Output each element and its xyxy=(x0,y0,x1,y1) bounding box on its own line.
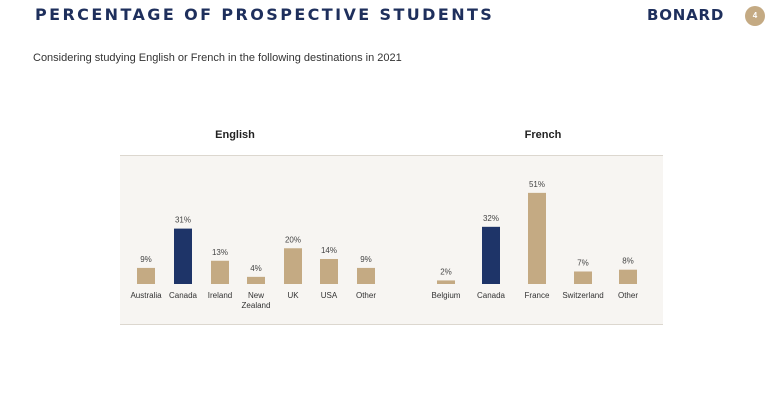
brand-logo: BONARD xyxy=(647,6,725,24)
english-value-label: 20% xyxy=(285,235,301,244)
french-bar xyxy=(574,271,592,284)
english-category-label: Australia xyxy=(130,291,162,300)
english-value-label: 13% xyxy=(212,248,228,257)
french-value-label: 32% xyxy=(483,214,499,223)
english-category-label: USA xyxy=(321,291,338,300)
page-number-badge: 4 xyxy=(745,6,765,26)
english-value-label: 9% xyxy=(360,255,372,264)
chart-subtitle: Considering studying English or French i… xyxy=(33,52,402,64)
english-bar xyxy=(174,228,192,284)
french-bar xyxy=(619,269,637,284)
english-chart-title: English xyxy=(215,129,255,141)
english-value-label: 9% xyxy=(140,255,152,264)
chart-panel xyxy=(120,155,663,325)
english-category-label: Canada xyxy=(169,291,198,300)
french-category-label: Other xyxy=(618,291,638,300)
english-value-label: 4% xyxy=(250,264,262,273)
french-chart-title: French xyxy=(524,129,562,141)
english-bar xyxy=(211,260,229,284)
english-category-label: UK xyxy=(287,291,299,300)
french-category-label: France xyxy=(525,291,550,300)
french-value-label: 7% xyxy=(577,258,589,267)
english-bar xyxy=(320,258,338,284)
english-bar xyxy=(284,248,302,284)
english-bar xyxy=(137,267,155,284)
english-value-label: 14% xyxy=(321,246,337,255)
french-category-label: Switzerland xyxy=(562,291,603,300)
french-bar xyxy=(437,280,455,284)
french-value-label: 8% xyxy=(622,257,634,266)
french-category-label: Belgium xyxy=(432,291,461,300)
english-category-label: Ireland xyxy=(208,291,232,300)
english-bar xyxy=(247,276,265,284)
french-value-label: 2% xyxy=(440,267,452,276)
page-title: PERCENTAGE OF PROSPECTIVE STUDENTS xyxy=(35,5,495,24)
english-value-label: 31% xyxy=(175,216,191,225)
french-bar xyxy=(528,192,546,284)
french-bar xyxy=(482,226,500,284)
english-category-label: Other xyxy=(356,291,376,300)
french-value-label: 51% xyxy=(529,180,545,189)
english-bar xyxy=(357,267,375,284)
english-category-label: New Zealand xyxy=(242,291,271,310)
french-category-label: Canada xyxy=(477,291,506,300)
